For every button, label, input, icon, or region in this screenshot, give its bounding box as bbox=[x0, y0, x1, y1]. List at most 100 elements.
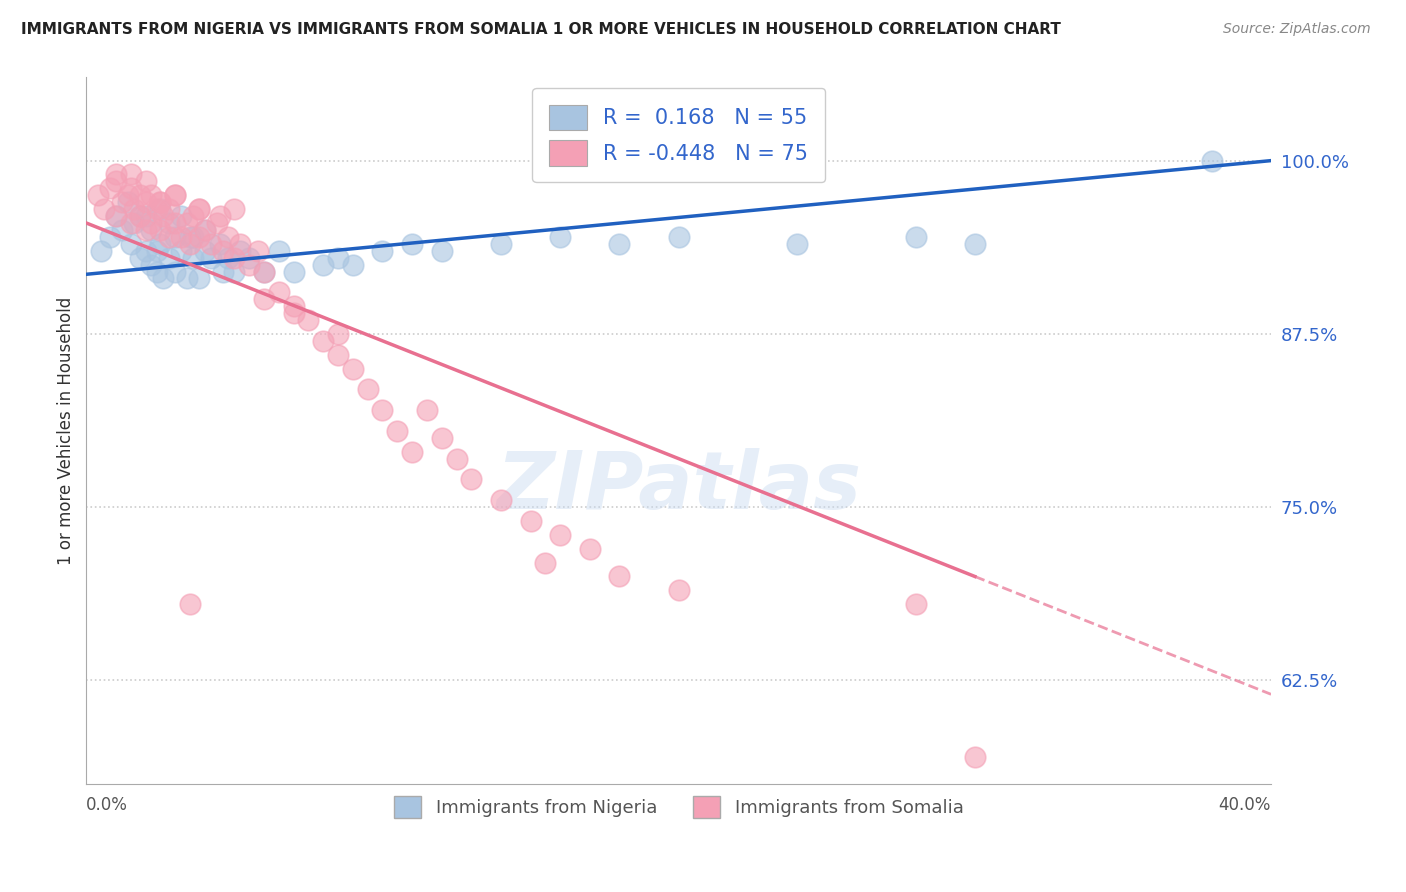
Point bbox=[253, 264, 276, 278]
Point bbox=[253, 292, 276, 306]
Point bbox=[128, 251, 150, 265]
Point bbox=[430, 244, 453, 258]
Point bbox=[283, 264, 305, 278]
Point bbox=[181, 209, 204, 223]
Point bbox=[165, 216, 187, 230]
Point bbox=[548, 230, 571, 244]
Point bbox=[111, 195, 134, 210]
Point bbox=[149, 223, 172, 237]
Point bbox=[128, 209, 150, 223]
Point bbox=[179, 597, 201, 611]
Point bbox=[326, 251, 349, 265]
Point bbox=[208, 236, 231, 251]
Point bbox=[149, 202, 172, 216]
Point bbox=[165, 264, 187, 278]
Point bbox=[904, 230, 927, 244]
Point bbox=[98, 230, 121, 244]
Point bbox=[120, 168, 142, 182]
Point bbox=[157, 251, 180, 265]
Point bbox=[416, 403, 439, 417]
Point bbox=[489, 236, 512, 251]
Point bbox=[963, 749, 986, 764]
Point bbox=[93, 202, 115, 216]
Point bbox=[238, 258, 260, 272]
Point bbox=[224, 202, 246, 216]
Point bbox=[534, 556, 557, 570]
Point bbox=[548, 528, 571, 542]
Point bbox=[267, 285, 290, 300]
Point bbox=[122, 216, 145, 230]
Point bbox=[120, 236, 142, 251]
Point bbox=[579, 541, 602, 556]
Point bbox=[104, 209, 127, 223]
Point bbox=[609, 236, 631, 251]
Point bbox=[357, 382, 380, 396]
Point bbox=[165, 188, 187, 202]
Text: 40.0%: 40.0% bbox=[1219, 796, 1271, 814]
Point bbox=[165, 188, 187, 202]
Point bbox=[371, 244, 394, 258]
Point bbox=[146, 264, 169, 278]
Point bbox=[446, 451, 468, 466]
Point bbox=[283, 299, 305, 313]
Point bbox=[229, 236, 252, 251]
Point bbox=[401, 236, 423, 251]
Point bbox=[460, 473, 482, 487]
Point bbox=[176, 271, 198, 285]
Point bbox=[326, 326, 349, 341]
Point bbox=[135, 195, 157, 210]
Point bbox=[149, 195, 172, 210]
Point bbox=[111, 223, 134, 237]
Point bbox=[152, 209, 174, 223]
Point bbox=[117, 188, 139, 202]
Legend: Immigrants from Nigeria, Immigrants from Somalia: Immigrants from Nigeria, Immigrants from… bbox=[387, 789, 970, 825]
Point bbox=[157, 202, 180, 216]
Point bbox=[170, 244, 193, 258]
Point bbox=[253, 264, 276, 278]
Point bbox=[187, 202, 209, 216]
Point bbox=[157, 230, 180, 244]
Point bbox=[326, 348, 349, 362]
Point bbox=[283, 306, 305, 320]
Point bbox=[668, 230, 690, 244]
Point bbox=[489, 493, 512, 508]
Point bbox=[200, 236, 222, 251]
Point bbox=[152, 271, 174, 285]
Point bbox=[229, 244, 252, 258]
Point bbox=[217, 251, 239, 265]
Point bbox=[181, 251, 204, 265]
Text: ZIPatlas: ZIPatlas bbox=[496, 449, 862, 526]
Point bbox=[187, 230, 209, 244]
Point bbox=[90, 244, 112, 258]
Point bbox=[1201, 153, 1223, 168]
Point bbox=[141, 258, 163, 272]
Point bbox=[904, 597, 927, 611]
Point bbox=[312, 334, 335, 348]
Point bbox=[211, 264, 233, 278]
Text: Source: ZipAtlas.com: Source: ZipAtlas.com bbox=[1223, 22, 1371, 37]
Point bbox=[194, 223, 217, 237]
Point bbox=[176, 216, 198, 230]
Point bbox=[247, 244, 270, 258]
Point bbox=[205, 216, 228, 230]
Point bbox=[267, 244, 290, 258]
Point bbox=[128, 209, 150, 223]
Point bbox=[200, 251, 222, 265]
Point bbox=[786, 236, 808, 251]
Point bbox=[387, 424, 409, 438]
Point bbox=[312, 258, 335, 272]
Point bbox=[170, 230, 193, 244]
Point bbox=[135, 223, 157, 237]
Point bbox=[149, 236, 172, 251]
Point bbox=[179, 230, 201, 244]
Point bbox=[609, 569, 631, 583]
Point bbox=[104, 209, 127, 223]
Point bbox=[128, 188, 150, 202]
Point bbox=[208, 209, 231, 223]
Point bbox=[141, 223, 163, 237]
Point bbox=[146, 202, 169, 216]
Point bbox=[224, 251, 246, 265]
Point bbox=[181, 230, 204, 244]
Point bbox=[179, 236, 201, 251]
Point bbox=[194, 244, 217, 258]
